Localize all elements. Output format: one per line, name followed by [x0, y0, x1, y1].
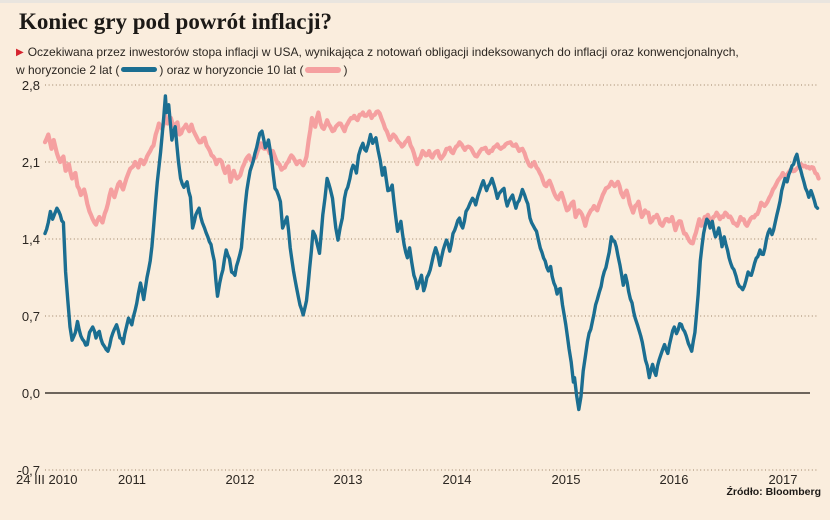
- chart-subtitle: ▶ Oczekiwana przez inwestorów stopa infla…: [16, 44, 816, 79]
- legend-swatch-10y: [305, 66, 342, 73]
- source-credit: Źródło: Bloomberg: [726, 486, 822, 498]
- subtitle-line2-suffix: ): [343, 63, 348, 77]
- x-tick-2016: 2016: [659, 472, 689, 487]
- x-tick-2015: 2015: [551, 472, 581, 487]
- y-tick-2-1: 2,1: [21, 155, 40, 170]
- y-tick-2-8: 2,8: [21, 78, 40, 93]
- x-tick-2017: 2017: [768, 472, 798, 487]
- subtitle-line1: Oczekiwana przez inwestorów stopa inflac…: [27, 45, 739, 59]
- line-chart-canvas: [42, 84, 821, 471]
- x-tick-start: 24 III 2010: [16, 472, 78, 487]
- red-triangle-icon: ▶: [16, 47, 24, 58]
- subtitle-line2-prefix: w horyzoncie 2 lat (: [16, 63, 120, 77]
- x-tick-2011: 2011: [118, 472, 146, 487]
- y-tick-neg-0-7: -0,7: [17, 463, 40, 478]
- y-tick-1-4: 1,4: [21, 232, 40, 247]
- subtitle-line2-mid: ) oraz w horyzoncie 10 lat (: [159, 63, 304, 77]
- y-tick-0-7: 0,7: [21, 309, 40, 324]
- page-title: Koniec gry pod powrót inflacji?: [19, 9, 333, 34]
- series-line-2y: [43, 94, 820, 412]
- y-tick-0-0: 0,0: [21, 386, 40, 401]
- x-tick-2013: 2013: [333, 472, 363, 487]
- x-tick-2014: 2014: [442, 472, 472, 487]
- x-tick-2012: 2012: [225, 472, 255, 487]
- legend-swatch-2y: [121, 67, 158, 73]
